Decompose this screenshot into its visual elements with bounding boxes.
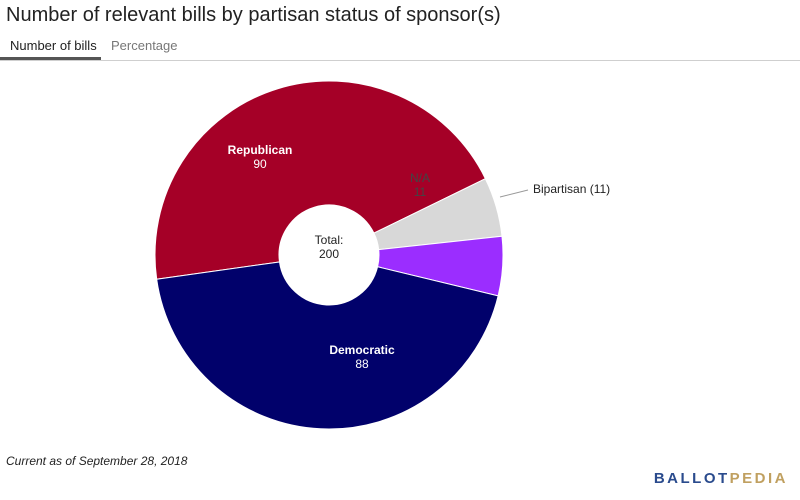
label-bipartisan: Bipartisan (11) (533, 182, 610, 196)
tab-number-of-bills[interactable]: Number of bills (10, 38, 97, 53)
label-democratic-value: 88 (355, 357, 369, 371)
bipartisan-leader-line (499, 189, 529, 198)
footnote: Current as of September 28, 2018 (6, 454, 188, 468)
logo-part2: PEDIA (729, 470, 788, 487)
label-democratic-name: Democratic (329, 343, 395, 357)
logo-part1: BALLOT (653, 470, 730, 487)
label-republican-value: 90 (253, 157, 267, 171)
label-na-name: N/A (410, 171, 430, 185)
chart-title: Number of relevant bills by partisan sta… (6, 4, 501, 26)
ballotpedia-logo: BALLOTPEDIA (654, 470, 788, 487)
label-republican-name: Republican (228, 143, 293, 157)
active-tab-indicator (0, 57, 101, 60)
slice-republican[interactable] (154, 80, 487, 280)
tab-percentage[interactable]: Percentage (111, 38, 178, 53)
tab-bar: Number of bills Percentage (0, 32, 800, 61)
total-value: 200 (319, 247, 339, 261)
slice-democratic[interactable] (156, 261, 499, 430)
label-na-value: 11 (414, 185, 427, 199)
total-label: Total: (315, 233, 344, 247)
